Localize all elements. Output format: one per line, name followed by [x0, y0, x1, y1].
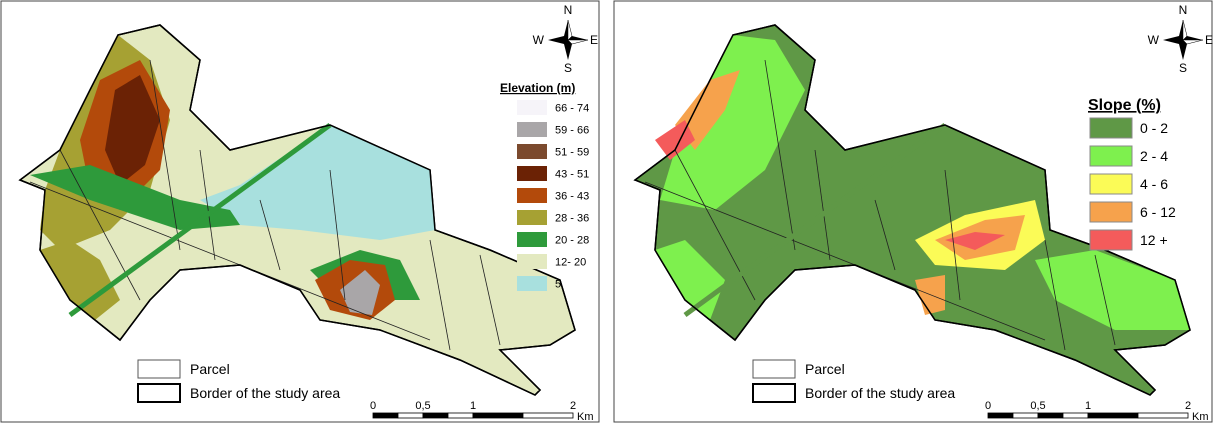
- legend-swatch: [1090, 146, 1132, 166]
- legend-swatch: [517, 144, 547, 159]
- compass-e: E: [1205, 33, 1213, 47]
- legend-label: 43 - 51: [555, 168, 589, 180]
- key-parcel-label: Parcel: [805, 361, 845, 377]
- scale-segment: [1063, 413, 1088, 418]
- legend-label: 12- 20: [555, 256, 586, 268]
- legend-swatch: [517, 276, 547, 291]
- legend-swatch: [517, 232, 547, 247]
- scale-segment: [423, 413, 448, 418]
- legend-swatch: [1090, 174, 1132, 194]
- compass-n: N: [1179, 3, 1188, 17]
- legend-label: 0 - 2: [1140, 120, 1168, 136]
- key-border-label: Border of the study area: [805, 385, 955, 401]
- legend-label: 12 +: [1140, 232, 1168, 248]
- compass-s: S: [1179, 61, 1187, 75]
- scale-segment: [1013, 413, 1038, 418]
- scale-label: 2: [570, 400, 576, 412]
- key-parcel: [753, 360, 795, 378]
- legend-label: 6 - 12: [1140, 204, 1176, 220]
- key-border: [138, 384, 180, 402]
- legend-label: 4 - 6: [1140, 176, 1168, 192]
- scale-label: 0: [985, 400, 991, 412]
- key-parcel: [138, 360, 180, 378]
- scale-unit: Km: [577, 411, 594, 423]
- scale-segment: [1038, 413, 1063, 418]
- scale-label: 0: [370, 400, 376, 412]
- scale-segment: [1138, 413, 1188, 418]
- scale-segment: [1088, 413, 1138, 418]
- scale-segment: [523, 413, 573, 418]
- compass-w: W: [533, 33, 545, 47]
- legend-label: 59 - 66: [555, 124, 589, 136]
- key-parcel-label: Parcel: [190, 361, 230, 377]
- scale-label: 0,5: [415, 400, 430, 412]
- scale-label: 1: [470, 400, 476, 412]
- legend-label: 66 - 74: [555, 102, 589, 114]
- compass-s: S: [564, 61, 572, 75]
- legend-label: 5: [555, 278, 561, 290]
- compass-e: E: [590, 33, 598, 47]
- scale-segment: [373, 413, 398, 418]
- legend-swatch: [517, 166, 547, 181]
- legend-label: 20 - 28: [555, 234, 589, 246]
- scale-unit: Km: [1192, 411, 1209, 423]
- scale-label: 1: [1085, 400, 1091, 412]
- legend-swatch: [1090, 118, 1132, 138]
- scale-label: 0,5: [1030, 400, 1045, 412]
- key-border-label: Border of the study area: [190, 385, 340, 401]
- key-border: [753, 384, 795, 402]
- legend-label: 2 - 4: [1140, 148, 1168, 164]
- compass-n: N: [564, 3, 573, 17]
- legend-swatch: [517, 254, 547, 269]
- map-figure: N S W E Elevation (m) 66 - 74 59 - 66 51 - 59 43…: [0, 0, 1213, 423]
- legend-label: 51 - 59: [555, 146, 589, 158]
- scale-segment: [398, 413, 423, 418]
- legend-title: Slope (%): [1088, 97, 1161, 114]
- scale-label: 2: [1185, 400, 1191, 412]
- scale-segment: [473, 413, 523, 418]
- scale-segment: [988, 413, 1013, 418]
- legend-label: 36 - 43: [555, 190, 589, 202]
- legend-swatch: [517, 100, 547, 115]
- legend-swatch: [517, 122, 547, 137]
- scale-segment: [448, 413, 473, 418]
- legend-label: 28 - 36: [555, 212, 589, 224]
- legend-swatch: [517, 188, 547, 203]
- legend-title: Elevation (m): [500, 81, 575, 95]
- legend-swatch: [517, 210, 547, 225]
- legend-swatch: [1090, 230, 1132, 250]
- legend-swatch: [1090, 202, 1132, 222]
- compass-w: W: [1148, 33, 1160, 47]
